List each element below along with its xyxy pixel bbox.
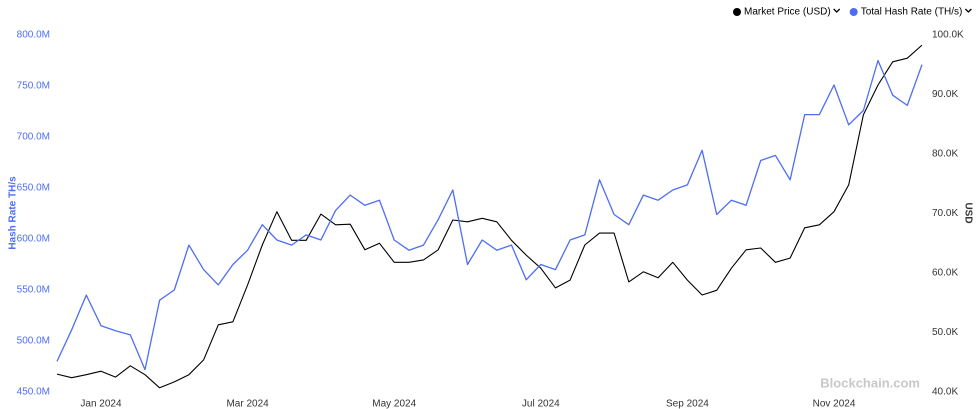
watermark: Blockchain.com xyxy=(820,375,920,390)
y-axis-title: Hash Rate TH/s xyxy=(8,176,19,250)
x-tick-label: Nov 2024 xyxy=(813,399,856,409)
series-line xyxy=(56,44,923,389)
legend: Market Price (USD) Total Hash Rate (TH/s) xyxy=(733,7,972,18)
legend-chevron xyxy=(964,8,972,13)
y2-tick-label: 40.0K xyxy=(932,387,958,398)
y2-tick-label: 80.0K xyxy=(932,149,958,160)
x-tick-label: Jul 2024 xyxy=(522,399,560,409)
x-tick-label: Sep 2024 xyxy=(666,399,709,409)
y-tick-label: 550.0M xyxy=(17,285,50,296)
y-tick-label: 600.0M xyxy=(17,234,50,245)
x-tick-label: Mar 2024 xyxy=(226,399,269,409)
y2-tick-label: 60.0K xyxy=(932,268,958,279)
y2-axis-title: USD xyxy=(962,202,973,223)
y-tick-label: 800.0M xyxy=(17,30,50,41)
legend-marker xyxy=(733,8,741,16)
y-tick-label: 700.0M xyxy=(17,132,50,143)
x-tick-label: May 2024 xyxy=(372,399,416,409)
x-tick-label: Jan 2024 xyxy=(80,399,122,409)
y2-tick-label: 90.0K xyxy=(932,89,958,100)
y-tick-label: 450.0M xyxy=(17,387,50,398)
y-tick-label: 750.0M xyxy=(17,81,50,92)
y2-tick-label: 100.0K xyxy=(932,30,964,41)
legend-marker xyxy=(849,8,858,16)
y-tick-label: 650.0M xyxy=(17,183,50,194)
legend-label: Market Price (USD) xyxy=(744,7,831,18)
series-line xyxy=(56,59,923,371)
legend-label: Total Hash Rate (TH/s) xyxy=(861,7,963,18)
y-tick-label: 500.0M xyxy=(17,336,50,347)
legend-chevron xyxy=(833,8,841,13)
y2-tick-label: 50.0K xyxy=(932,327,958,338)
y2-tick-label: 70.0K xyxy=(932,208,958,219)
